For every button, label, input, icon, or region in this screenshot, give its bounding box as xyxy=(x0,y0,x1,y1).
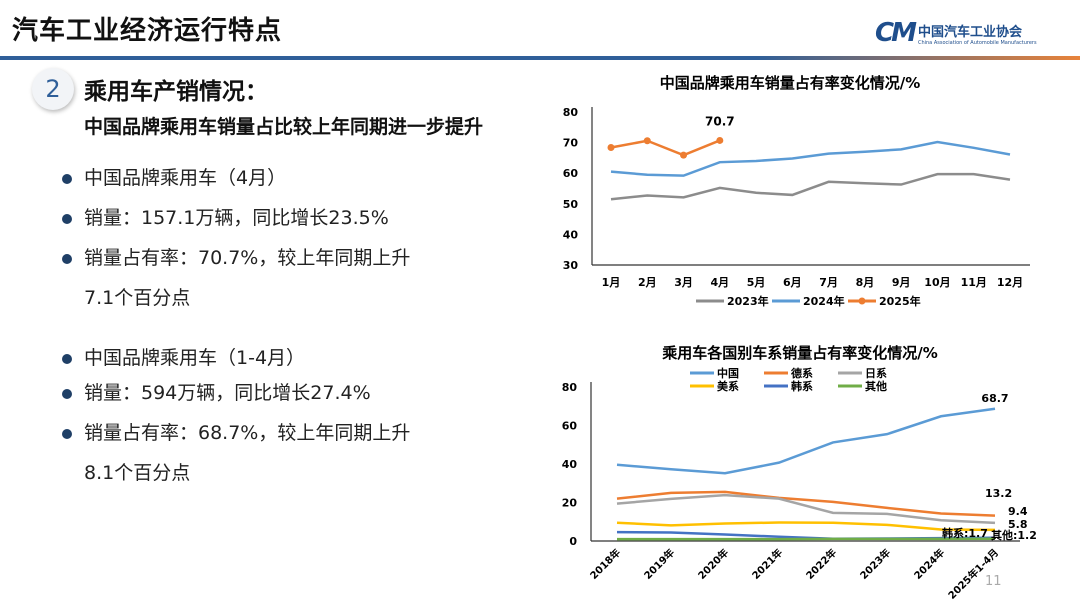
x-tick-label: 2019年 xyxy=(641,546,677,582)
x-tick-label: 2022年 xyxy=(803,546,839,582)
data-label: 韩系:1.7 xyxy=(942,526,988,540)
section-title: 乘用车产销情况： xyxy=(84,79,268,105)
x-tick-label: 1月 xyxy=(602,276,621,289)
legend-marker xyxy=(858,297,866,305)
series-line-中国 xyxy=(616,407,996,475)
x-tick-label: 8月 xyxy=(856,276,875,289)
legend-label: 其他 xyxy=(865,379,887,393)
y-tick-label: 30 xyxy=(563,259,579,272)
x-tick-label: 2月 xyxy=(638,276,657,289)
bullet-item: 中国品牌乘用车（4月） xyxy=(62,163,286,190)
series-line-2024年 xyxy=(610,140,1011,177)
legend-label: 日系 xyxy=(865,366,887,380)
y-tick-label: 40 xyxy=(563,228,579,241)
bullet-dot xyxy=(62,388,72,399)
section-number: 2 xyxy=(32,68,74,110)
x-tick-label: 6月 xyxy=(783,276,802,289)
x-tick-label: 4月 xyxy=(710,276,729,289)
bullet-item: 销量：157.1万辆，同比增长23.5% xyxy=(62,203,389,230)
y-tick-label: 80 xyxy=(562,381,578,394)
bullet-item: 中国品牌乘用车（1-4月） xyxy=(62,343,305,370)
data-point xyxy=(716,136,724,144)
data-label: 其他:1.2 xyxy=(991,528,1037,542)
x-tick-label: 7月 xyxy=(819,276,838,289)
bullet-dot xyxy=(62,353,72,364)
legend-label: 美系 xyxy=(717,379,739,393)
y-tick-label: 80 xyxy=(563,106,579,119)
x-tick-label: 2020年 xyxy=(695,546,731,582)
series-line-2023年 xyxy=(610,172,1011,201)
x-tick-label: 10月 xyxy=(924,276,950,289)
data-point xyxy=(643,137,651,145)
legend-label: 中国 xyxy=(717,366,739,380)
y-tick-label: 60 xyxy=(563,167,579,180)
chart-title: 乘用车各国别车系销量占有率变化情况/% xyxy=(661,344,938,362)
bullet-item: 销量占有率：70.7%，较上年同期上升 xyxy=(62,243,410,270)
bullet-item: 销量：594万辆，同比增长27.4% xyxy=(62,378,371,405)
logo-en: China Association of Automobile Manufact… xyxy=(917,39,1037,46)
x-tick-label: 2023年 xyxy=(857,546,893,582)
logo-mark: CM xyxy=(875,18,917,48)
chart-title: 中国品牌乘用车销量占有率变化情况/% xyxy=(660,74,921,92)
data-point xyxy=(607,143,615,151)
section-subtitle: 中国品牌乘用车销量占比较上年同期进一步提升 xyxy=(84,116,484,138)
x-tick-label: 2024年 xyxy=(911,546,947,582)
x-tick-label: 2018年 xyxy=(587,546,623,582)
logo: CM 中国汽车工业协会 China Association of Automob… xyxy=(875,18,1037,48)
bullet-text: 销量占有率：70.7%，较上年同期上升 xyxy=(84,247,411,269)
y-tick-label: 70 xyxy=(563,137,579,150)
page-number: 11 xyxy=(985,574,1002,589)
data-label: 68.7 xyxy=(981,392,1008,405)
y-tick-label: 40 xyxy=(562,458,578,471)
data-label: 70.7 xyxy=(705,114,735,128)
bullet-continuation: 7.1个百分点 xyxy=(84,287,191,309)
bullet-dot xyxy=(62,173,72,184)
bullet-text: 销量占有率：68.7%，较上年同期上升 xyxy=(84,422,411,444)
legend-label: 2024年 xyxy=(803,294,845,308)
x-tick-label: 5月 xyxy=(747,276,766,289)
header-divider xyxy=(0,56,1080,60)
bullet-text: 中国品牌乘用车（1-4月） xyxy=(84,347,306,369)
logo-cn: 中国汽车工业协会 xyxy=(917,24,1022,40)
y-tick-label: 60 xyxy=(562,420,578,433)
data-label: 5.8 xyxy=(1008,518,1028,531)
x-tick-label: 12月 xyxy=(997,276,1023,289)
bullet-continuation: 8.1个百分点 xyxy=(84,462,191,484)
data-label: 9.4 xyxy=(1008,505,1028,518)
x-tick-label: 9月 xyxy=(892,276,911,289)
x-tick-label: 2021年 xyxy=(749,546,785,582)
y-tick-label: 20 xyxy=(562,497,578,510)
data-point xyxy=(680,151,688,159)
x-tick-label: 3月 xyxy=(674,276,693,289)
legend-label: 2023年 xyxy=(727,294,769,308)
bullet-dot xyxy=(62,428,72,439)
series-line-德系 xyxy=(616,490,996,517)
bullet-text: 销量：594万辆，同比增长27.4% xyxy=(84,382,371,404)
series-line-日系 xyxy=(616,493,996,525)
bullet-item: 销量占有率：68.7%，较上年同期上升 xyxy=(62,418,410,445)
y-tick-label: 0 xyxy=(569,535,577,548)
y-tick-label: 50 xyxy=(563,198,579,211)
legend-label: 德系 xyxy=(790,366,813,380)
series-line-美系 xyxy=(616,521,996,532)
bullet-dot xyxy=(62,213,72,224)
legend-label: 2025年 xyxy=(879,294,921,308)
x-tick-label: 11月 xyxy=(961,276,987,289)
data-label: 13.2 xyxy=(985,487,1012,500)
bullet-dot xyxy=(62,253,72,264)
bullet-text: 销量：157.1万辆，同比增长23.5% xyxy=(84,207,389,229)
page-title: 汽车工业经济运行特点 xyxy=(12,16,283,46)
bullet-text: 中国品牌乘用车（4月） xyxy=(84,167,287,189)
legend-label: 韩系 xyxy=(791,379,813,393)
series-line-2025年 xyxy=(610,139,721,157)
